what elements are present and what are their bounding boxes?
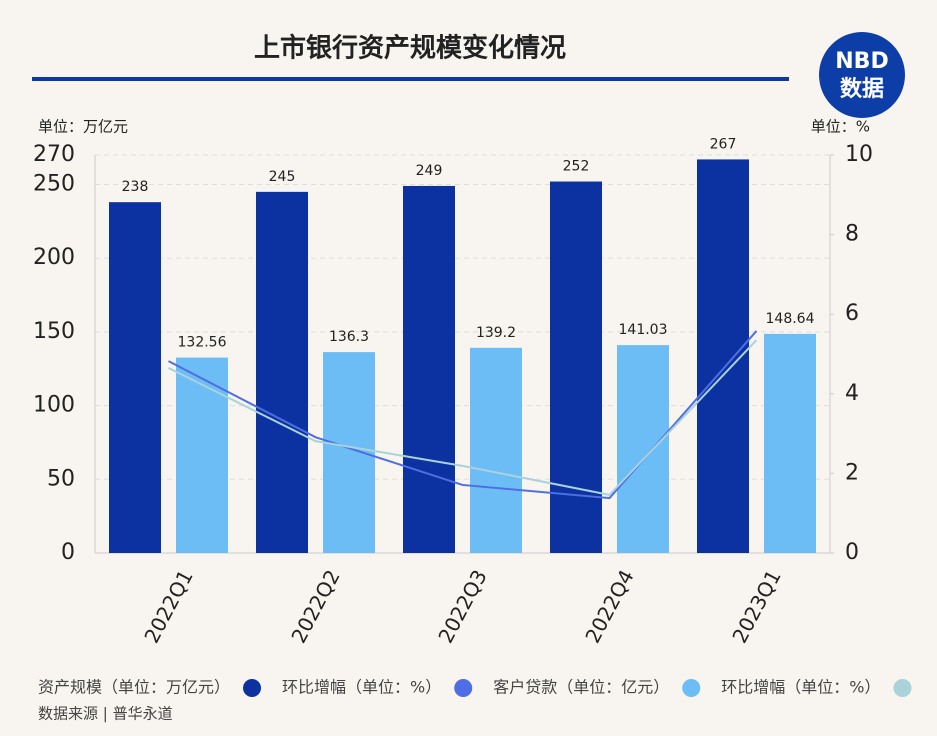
bar-value-label: 245 [269,169,296,185]
y-tick-label: 0 [61,540,75,565]
bar-value-label: 148.64 [766,311,815,327]
bar [109,202,161,554]
bar [256,191,308,553]
line [168,339,758,496]
y2-tick-label: 8 [845,222,859,247]
legend-label: 资产规模（单位：万亿元） [38,678,230,697]
legend-swatch [243,679,262,697]
logo-brand: NBD [835,49,888,74]
legend-label: 环比增幅（单位：%） [721,678,880,697]
y2-tick-label: 4 [845,381,859,406]
bar-value-label: 252 [563,159,590,175]
bar-value-label: 267 [710,136,737,152]
bar-value-label: 141.03 [619,322,668,338]
legend-swatch [893,679,912,697]
bar-value-label: 132.56 [178,335,227,351]
bar-value-label: 238 [122,179,149,195]
bar [764,333,816,553]
bar [176,357,228,553]
bar [323,352,375,553]
y-tick-label: 100 [33,393,75,418]
y-axis-unit: 单位：万亿元 [38,118,128,136]
logo-badge [819,32,905,118]
y2-tick-label: 6 [845,301,859,326]
bar-value-label: 249 [416,163,443,179]
y2-axis-unit: 单位：% [811,118,870,136]
legend-swatch [682,679,701,697]
y-tick-label: 50 [47,466,75,491]
y2-tick-label: 10 [845,142,873,167]
y-tick-label: 250 [33,171,75,196]
y-tick-label: 150 [33,319,75,344]
bar-value-label: 136.3 [329,329,369,345]
bar [470,347,522,553]
legend-label: 客户贷款（单位：亿元） [493,678,669,697]
bar [617,345,669,553]
legend-swatch [454,679,473,697]
y-tick-label: 200 [33,245,75,270]
y2-tick-label: 2 [845,460,859,485]
bar [403,185,455,553]
y-tick-label: 270 [33,142,75,167]
y2-tick-label: 0 [845,540,859,565]
chart-title: 上市银行资产规模变化情况 [254,33,566,64]
logo-sub: 数据 [840,76,884,102]
source: 数据来源 | 普华永道 [38,705,173,723]
legend-label: 环比增幅（单位：%） [282,678,441,697]
bar-value-label: 139.2 [476,325,516,341]
title-rule [32,77,789,81]
